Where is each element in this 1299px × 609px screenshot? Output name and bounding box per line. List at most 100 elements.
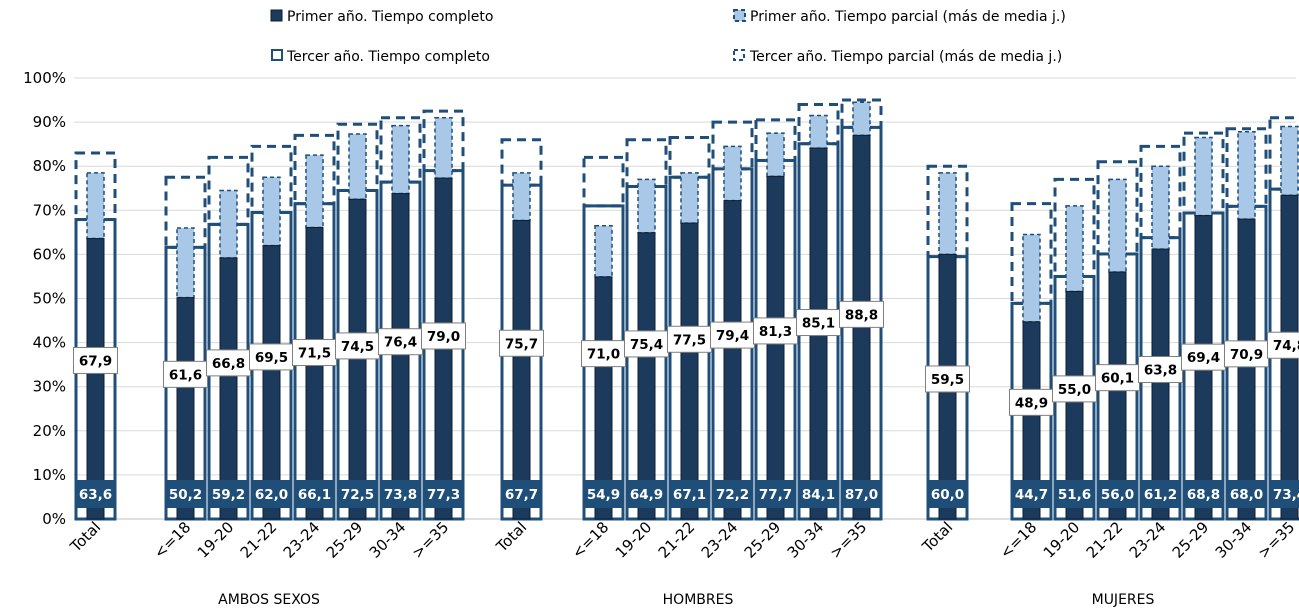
bar-first-part: [391, 124, 410, 195]
x-tick-label: >=35: [1254, 518, 1298, 562]
data-label-third-full: 69,4: [1187, 350, 1220, 366]
bar-first-full: [1065, 290, 1084, 520]
data-label-box: [625, 480, 668, 508]
bar-first-full: [766, 175, 785, 520]
data-label-third-full: 59,5: [931, 372, 964, 388]
data-label-first-full: 87,0: [845, 487, 878, 503]
data-label-box: [1138, 356, 1183, 384]
legend-item-first-part: Primer año. Tiempo parcial (más de media…: [733, 9, 1066, 25]
bar-first-full: [391, 193, 410, 520]
data-label-box: [249, 343, 294, 371]
x-tick-label: 25-29: [1169, 518, 1213, 562]
data-label-box: [250, 480, 293, 508]
data-label-first-full: 67,1: [673, 487, 706, 503]
bar-first-part: [1022, 233, 1041, 323]
bar-third-part: [1139, 144, 1182, 240]
bar-first-part: [594, 224, 613, 278]
data-label-first-full: 59,2: [212, 487, 245, 503]
data-label-third-full: 79,0: [427, 329, 460, 345]
data-label-box: [582, 480, 625, 508]
bar-first-full: [262, 245, 281, 520]
y-tick-label: 80%: [33, 157, 66, 175]
x-tick-label: Total: [918, 518, 956, 556]
bar-first-full: [512, 219, 531, 520]
data-label-first-full: 73,8: [384, 487, 417, 503]
data-label-box: [796, 309, 841, 337]
y-tick-label: 0%: [42, 510, 66, 528]
data-label-first-full: 56,0: [1101, 487, 1134, 503]
x-tick-label: 30-34: [1212, 518, 1256, 562]
data-label-box: [293, 480, 336, 508]
bar-first-part: [305, 154, 324, 229]
data-label-third-full: 88,8: [845, 307, 878, 323]
data-label-box: [926, 480, 969, 508]
bar-first-part: [512, 172, 531, 222]
bar-third-part: [926, 164, 969, 259]
data-label-box: [710, 321, 755, 349]
data-label-first-full: 68,0: [1230, 487, 1263, 503]
y-tick-label: 20%: [33, 422, 66, 440]
x-tick-label: <=18: [150, 518, 194, 562]
data-label-box: [73, 346, 118, 374]
legend-label: Tercer año. Tiempo completo: [286, 49, 490, 65]
bar-first-full: [1151, 248, 1170, 520]
data-label-box: [1053, 480, 1096, 508]
data-label-first-full: 73,4: [1273, 487, 1299, 503]
group-label: MUJERES: [1092, 592, 1155, 608]
bar-third-part: [840, 98, 883, 129]
data-label-box: [1225, 480, 1268, 508]
x-tick-label: 19-20: [194, 518, 238, 562]
data-label-box: [1181, 343, 1226, 371]
data-label-first-full: 44,7: [1015, 487, 1048, 503]
data-label-third-full: 70,9: [1230, 347, 1263, 363]
legend-label: Tercer año. Tiempo parcial (más de media…: [749, 49, 1062, 65]
bar-first-part: [1237, 131, 1256, 220]
bar-first-part: [766, 132, 785, 178]
y-tick-label: 70%: [33, 201, 66, 219]
data-label-box: [668, 480, 711, 508]
data-label-first-full: 77,3: [427, 487, 460, 503]
data-label-first-full: 72,2: [716, 487, 749, 503]
legend: Primer año. Tiempo completo Primer año. …: [270, 9, 1066, 65]
data-label-third-full: 81,3: [759, 324, 792, 340]
bar-third-part: [422, 109, 465, 173]
bar-first-full: [680, 222, 699, 520]
data-label-box: [164, 480, 207, 508]
bar-first-part: [938, 172, 957, 256]
group-label: AMBOS SEXOS: [218, 592, 320, 608]
bar-first-part: [86, 172, 105, 240]
bar-first-full: [594, 276, 613, 520]
data-label-first-full: 66,1: [298, 487, 331, 503]
data-label-third-full: 66,8: [212, 356, 245, 372]
data-label-box: [422, 480, 465, 508]
data-label-box: [1096, 480, 1139, 508]
bars: [74, 98, 1299, 521]
data-label-box: [74, 480, 117, 508]
data-label-box: [624, 330, 669, 358]
bar-first-part: [1151, 165, 1170, 250]
data-label-third-full: 71,5: [298, 346, 331, 362]
data-label-first-full: 64,9: [630, 487, 663, 503]
data-label-first-full: 68,8: [1187, 487, 1220, 503]
bar-third-part: [500, 138, 543, 187]
bar-first-full: [1022, 321, 1041, 520]
x-tick-label: 23-24: [698, 518, 742, 562]
bar-third-part: [754, 118, 797, 162]
data-label-box: [754, 480, 797, 508]
bar-first-full: [1108, 271, 1127, 520]
bar-first-full: [176, 297, 195, 520]
data-label-box: [1139, 480, 1182, 508]
bar-first-full: [637, 232, 656, 520]
data-label-box: [711, 480, 754, 508]
y-axis: 0% 10% 20% 30% 40% 50% 60% 70% 80% 90% 100%: [23, 69, 66, 528]
legend-item-third-part: Tercer año. Tiempo parcial (más de media…: [733, 49, 1062, 65]
data-label-third-full: 79,4: [716, 328, 749, 344]
data-label-first-full: 72,5: [341, 487, 374, 503]
x-tick-label: 23-24: [1126, 518, 1170, 562]
y-tick-label: 30%: [33, 378, 66, 396]
data-label-third-full: 75,4: [630, 337, 663, 353]
data-label-box: [797, 480, 840, 508]
data-label-box: [1267, 331, 1299, 359]
data-label-third-full: 69,5: [255, 350, 288, 366]
